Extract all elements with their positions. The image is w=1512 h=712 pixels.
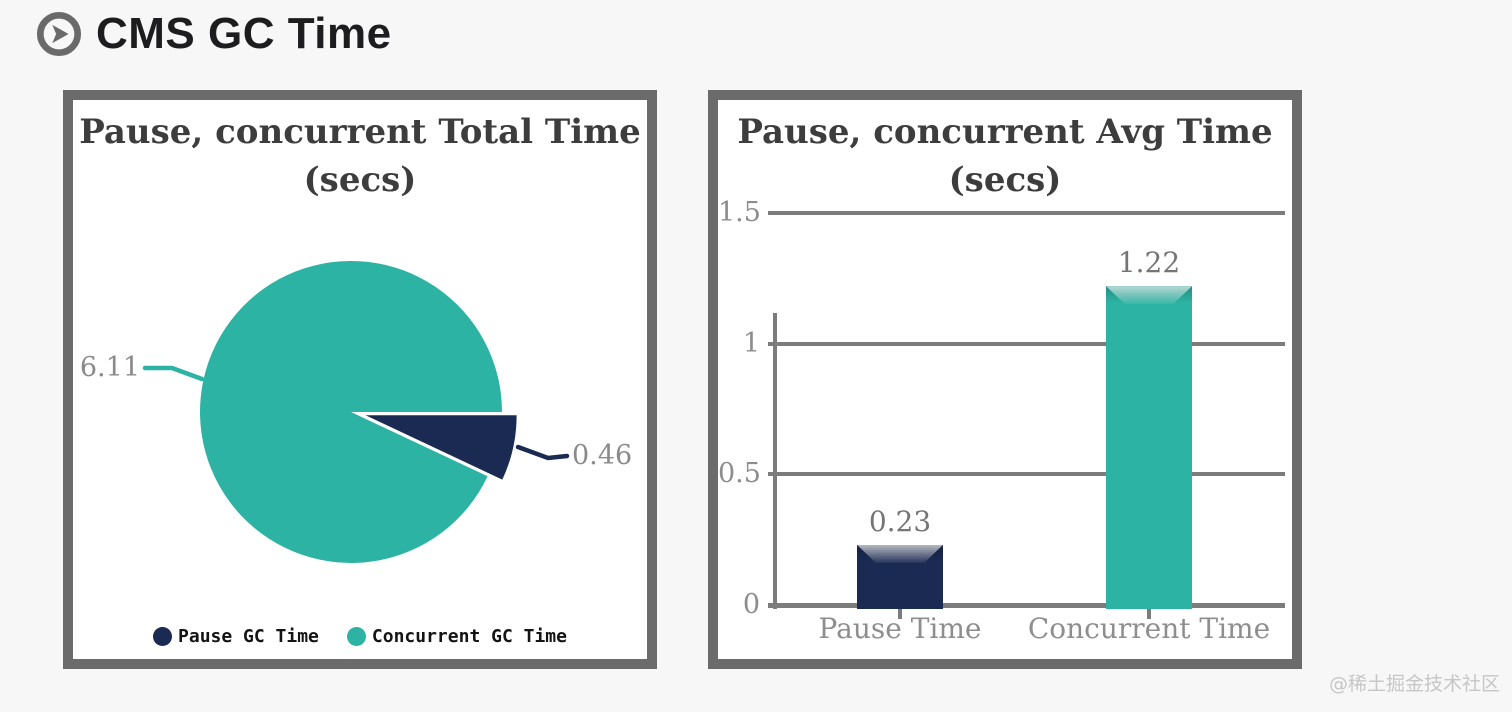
pie-chart-title-line2: (secs) [303, 160, 417, 200]
gridline-1 [768, 341, 1285, 346]
legend-item-concurrent-gc-time: Concurrent GC Time [346, 626, 567, 647]
bar-chart-panel: Pause, concurrent Avg Time (secs) 0 0.5 1 1… [708, 90, 1302, 669]
pie-chart-panel: Pause, concurrent Total Time (secs) 6.11… [63, 90, 657, 669]
header: CMS GC Time [36, 6, 392, 62]
bar-top-bevel [857, 544, 943, 563]
y-tick-label-0.5: 0.5 [718, 458, 761, 490]
legend-item-pause-gc-time: Pause GC Time [153, 626, 319, 647]
y-tick-label-1.5: 1.5 [718, 197, 761, 228]
x-axis-tick [898, 608, 902, 619]
legend-swatch-concurrent [346, 627, 366, 646]
pie-chart: 6.11 0.46 [80, 260, 632, 563]
page-title: CMS GC Time [96, 9, 392, 58]
pie-value-label-pause: 0.46 [572, 440, 632, 471]
y-tick-label-0: 0 [742, 589, 760, 620]
pie-legend: Pause GC Time Concurrent GC Time [73, 626, 647, 647]
x-axis-tick [1147, 608, 1151, 619]
bar-plot: 0 0.5 1 1.5 0.23 Pause Time 1.22 Concurrent Tim… [718, 100, 1292, 659]
pie-chart-title-line1: Pause, concurrent Total Time [79, 112, 641, 152]
bar-concurrent-time [1106, 286, 1192, 609]
pie-value-label-concurrent: 6.11 [80, 352, 140, 383]
y-axis-line [773, 313, 777, 609]
bar-value-label-0.23: 0.23 [868, 504, 932, 538]
gridline-0.5 [768, 472, 1285, 477]
pie-chart-title: Pause, concurrent Total Time (secs) [73, 108, 647, 204]
bar-top-bevel [1106, 286, 1192, 305]
legend-label-pause: Pause GC Time [178, 626, 319, 647]
y-tick-label-1: 1 [742, 327, 760, 359]
x-axis-line [768, 603, 1285, 608]
play-circle-icon [36, 11, 82, 57]
bar-value-label-1.22: 1.22 [1117, 246, 1181, 280]
watermark: @稀土掘金技术社区 [1328, 673, 1500, 695]
bar-chart-title: Pause, concurrent Avg Time (secs) [718, 108, 1292, 204]
pie-connector-pause [515, 444, 570, 461]
legend-label-concurrent: Concurrent GC Time [371, 626, 567, 647]
bar-pause-time [857, 544, 943, 609]
bar-chart-title-line2: (secs) [948, 160, 1062, 200]
pie-slice-concurrent-gc-time [200, 260, 502, 563]
legend-swatch-pause [153, 627, 173, 646]
pie-connector-concurrent [142, 365, 205, 382]
bar-chart-title-line1: Pause, concurrent Avg Time [737, 112, 1273, 152]
gridline-1.5 [768, 211, 1285, 215]
pie-slice-pause-gc-time [365, 415, 517, 480]
